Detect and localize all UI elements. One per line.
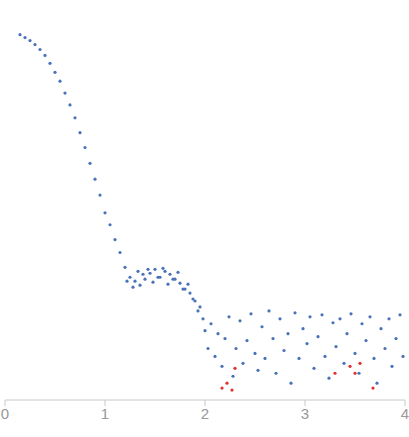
svg-text:0: 0 <box>8 405 9 422</box>
svg-text:3: 3 <box>301 405 309 422</box>
svg-text:2: 2 <box>201 405 209 422</box>
svg-text:4: 4 <box>401 405 402 422</box>
svg-text:1: 1 <box>101 405 109 422</box>
